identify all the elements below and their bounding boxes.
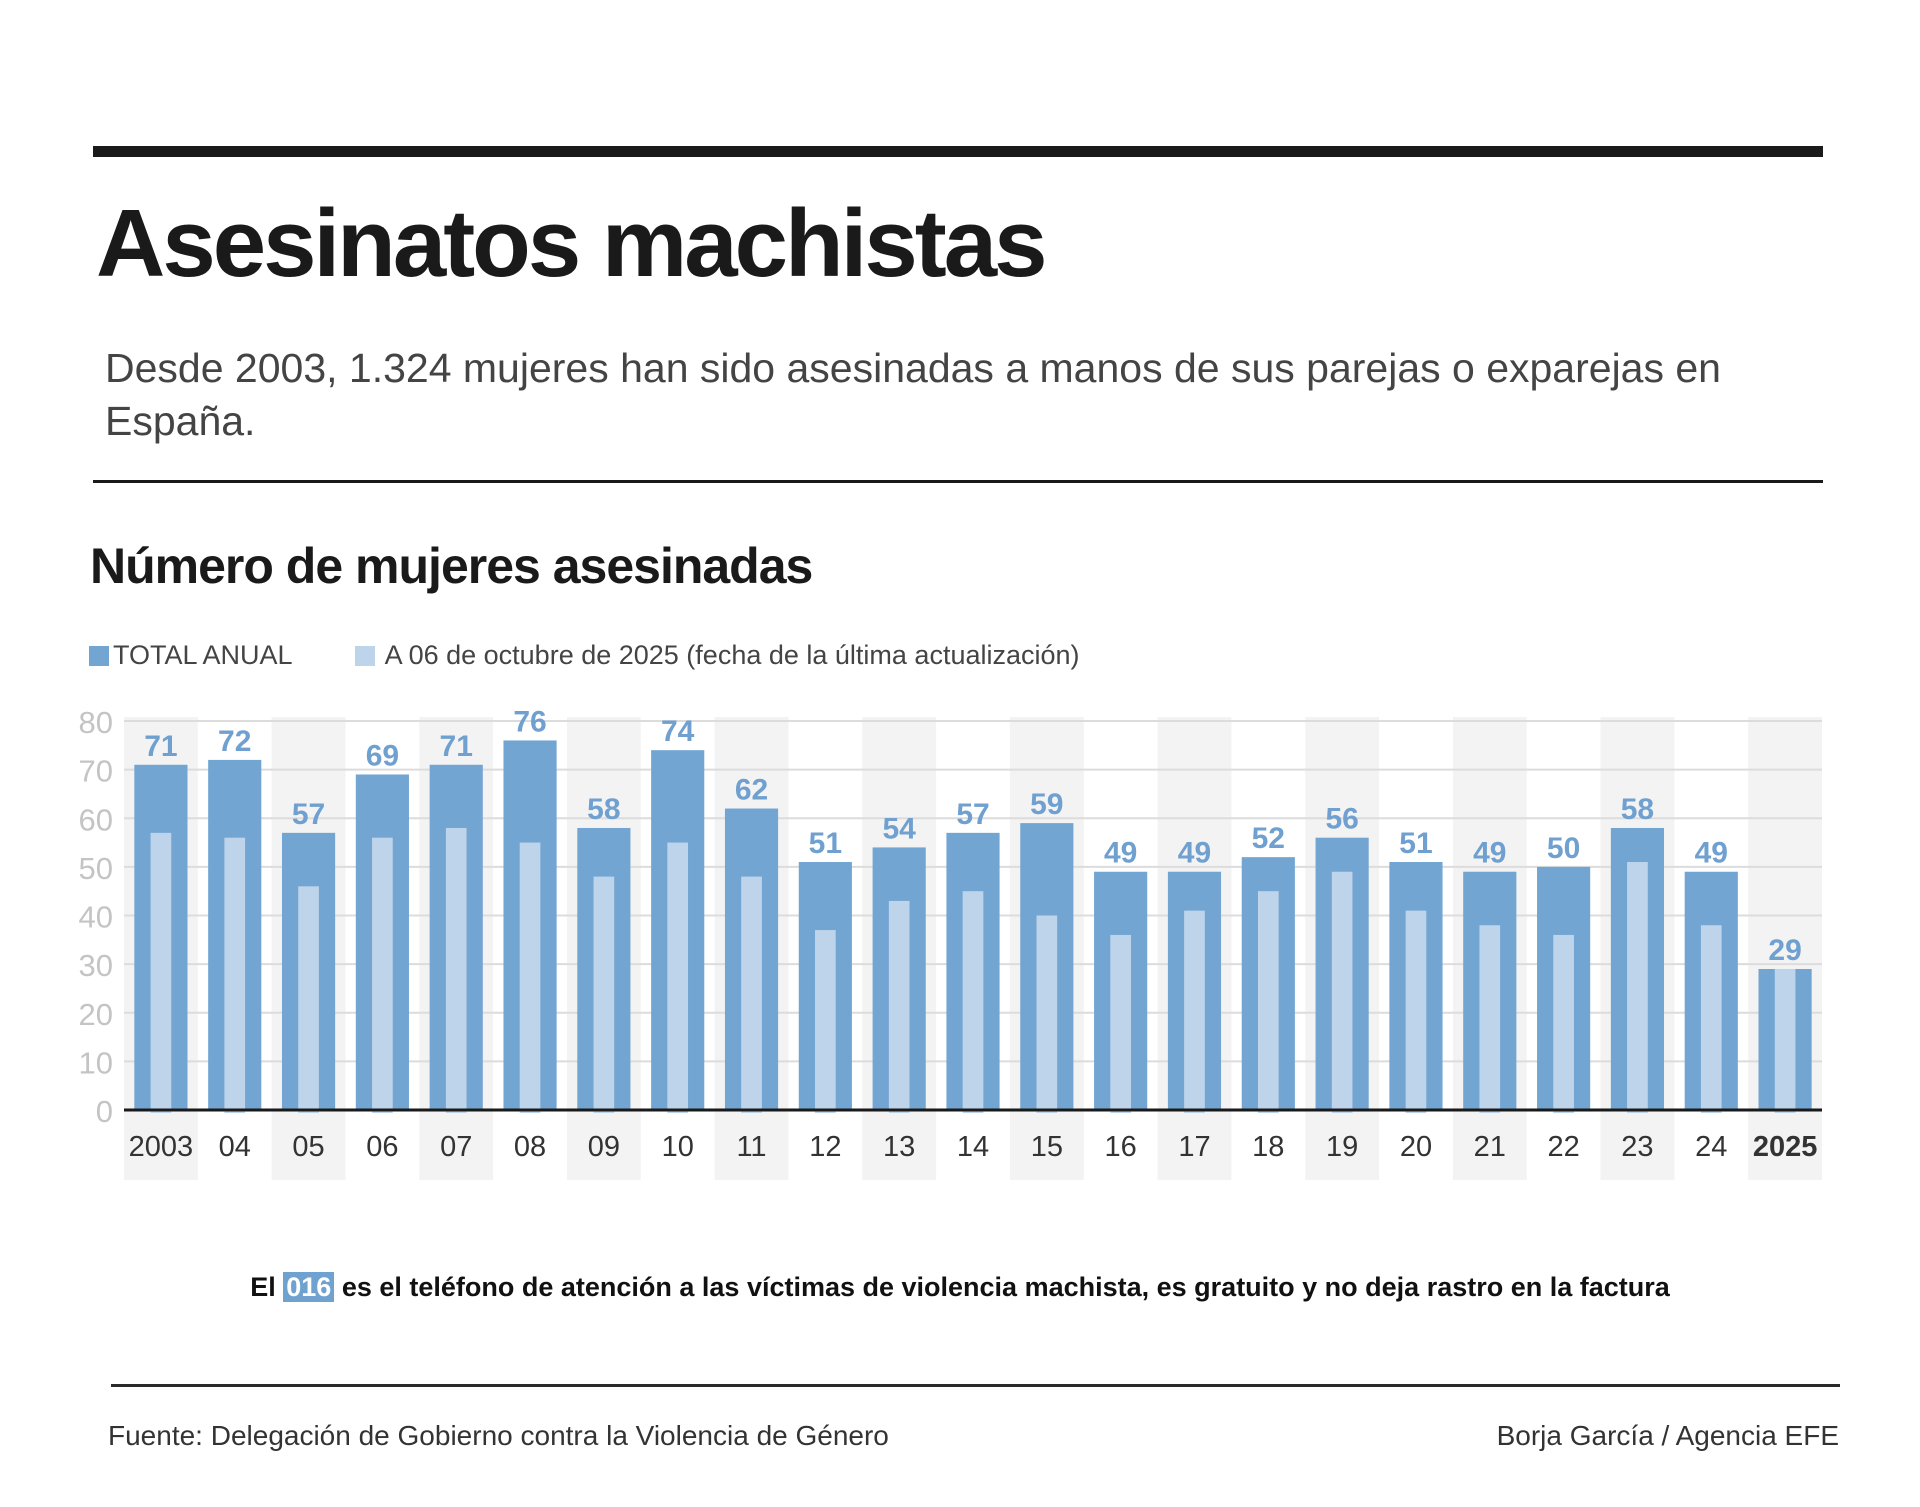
x-tick-label: 16 xyxy=(1105,1131,1137,1163)
x-tick-label: 07 xyxy=(440,1131,472,1163)
x-tick-label: 22 xyxy=(1547,1131,1579,1163)
bar-partial xyxy=(1700,925,1722,1113)
bar-value-label: 57 xyxy=(292,798,325,831)
legend-swatch-total xyxy=(89,645,109,666)
bar-value-label: 54 xyxy=(882,812,916,845)
note-text: es el teléfono de atención a las víctima… xyxy=(341,1272,1670,1302)
legend-item-total: TOTAL ANUAL xyxy=(89,640,293,671)
legend-label-total: TOTAL ANUAL xyxy=(113,640,293,670)
bar-partial xyxy=(298,886,319,1113)
bar-partial xyxy=(888,900,910,1113)
bar-partial xyxy=(372,837,393,1113)
y-tick-label: 0 xyxy=(96,1094,113,1129)
x-tick-label: 05 xyxy=(292,1131,324,1163)
bar-value-label: 52 xyxy=(1252,822,1285,855)
bar-partial xyxy=(962,891,984,1113)
bar-value-label: 49 xyxy=(1178,837,1211,870)
page-subtitle: Desde 2003, 1.324 mujeres han sido asesi… xyxy=(105,345,1721,444)
bar-value-label: 49 xyxy=(1695,837,1728,870)
x-tick-label: 21 xyxy=(1474,1131,1506,1163)
bar-partial xyxy=(1479,925,1501,1113)
bar-partial xyxy=(1405,910,1427,1113)
bar-value-label: 49 xyxy=(1104,837,1137,870)
chart-title: Número de mujeres asesinadas xyxy=(90,538,813,594)
bar-value-label: 74 xyxy=(661,715,695,748)
footer-divider xyxy=(111,1384,1840,1387)
x-tick-label: 10 xyxy=(662,1131,694,1163)
chart-legend: TOTAL ANUAL A 06 de octubre de 2025 (fec… xyxy=(89,640,1142,671)
bar-partial xyxy=(741,876,762,1113)
bar-partial xyxy=(224,837,246,1113)
x-tick-label: 09 xyxy=(588,1131,620,1163)
bar-value-label: 29 xyxy=(1768,934,1801,967)
bar-partial xyxy=(1036,915,1058,1113)
x-tick-label: 20 xyxy=(1400,1131,1432,1163)
bar-value-label: 71 xyxy=(440,730,473,763)
y-tick-label: 80 xyxy=(79,705,113,740)
helpline-number: 016 xyxy=(283,1272,335,1302)
bar-value-label: 58 xyxy=(587,793,620,826)
bar-value-label: 50 xyxy=(1547,832,1580,865)
legend-item-partial: A 06 de octubre de 2025 (fecha de la últ… xyxy=(354,640,1080,671)
author-credit: Borja García / Agencia EFE xyxy=(1496,1420,1839,1451)
bar-value-label: 51 xyxy=(1399,827,1432,860)
x-tick-label: 12 xyxy=(809,1131,841,1163)
bar-partial xyxy=(667,842,689,1113)
x-tick-label: 18 xyxy=(1252,1131,1284,1163)
bar-partial xyxy=(1110,934,1131,1113)
section-divider xyxy=(93,480,1823,483)
y-tick-label: 10 xyxy=(79,1045,113,1080)
x-tick-label: 23 xyxy=(1621,1131,1653,1163)
bar-partial xyxy=(519,842,541,1113)
bar-value-label: 71 xyxy=(144,730,177,763)
x-tick-label: 2003 xyxy=(129,1131,194,1163)
source-credit: Fuente: Delegación de Gobierno contra la… xyxy=(108,1420,889,1451)
y-tick-label: 50 xyxy=(79,851,113,886)
x-tick-label: 13 xyxy=(883,1131,915,1163)
legend-label-partial: A 06 de octubre de 2025 (fecha de la últ… xyxy=(384,640,1080,670)
bar-value-label: 72 xyxy=(218,725,251,758)
x-tick-label: 11 xyxy=(736,1131,766,1163)
bar-value-label: 49 xyxy=(1473,837,1506,870)
y-tick-label: 40 xyxy=(79,900,113,935)
legend-swatch-partial xyxy=(354,645,375,666)
page-title: Asesinatos machistas xyxy=(96,190,1047,297)
x-tick-label: 06 xyxy=(366,1131,398,1163)
y-tick-label: 30 xyxy=(79,948,113,983)
x-tick-label: 15 xyxy=(1031,1131,1063,1163)
bar-value-label: 59 xyxy=(1030,788,1063,821)
bar-value-label: 51 xyxy=(809,827,842,860)
x-tick-label: 14 xyxy=(957,1131,989,1163)
x-tick-label: 2025 xyxy=(1753,1131,1818,1163)
y-tick-label: 60 xyxy=(79,802,113,837)
bar-partial xyxy=(1553,934,1574,1113)
helpline-note: El 016 es el teléfono de atención a las … xyxy=(0,1272,1920,1303)
x-tick-label: 17 xyxy=(1178,1131,1210,1163)
bar-value-label: 57 xyxy=(956,798,989,831)
x-tick-label: 24 xyxy=(1695,1131,1727,1163)
bar-partial xyxy=(1257,891,1279,1113)
top-rule xyxy=(93,146,1823,157)
bar-value-label: 58 xyxy=(1621,793,1654,826)
bar-value-label: 69 xyxy=(366,739,399,772)
bar-chart: 0 10 20 30 40 50 60 70 80 71 72 57 69 71 76 58 74 62 51 54… xyxy=(79,705,1822,1180)
bar-value-label: 62 xyxy=(735,774,768,807)
note-prefix: El xyxy=(250,1272,276,1302)
y-tick-label: 20 xyxy=(79,997,113,1032)
bar-partial xyxy=(1627,862,1648,1113)
x-tick-label: 19 xyxy=(1326,1131,1358,1163)
bar-value-label: 76 xyxy=(513,705,546,738)
bar-partial xyxy=(445,827,467,1113)
bar-partial xyxy=(1184,910,1205,1113)
bar-value-label: 56 xyxy=(1325,803,1358,836)
bar-partial xyxy=(150,832,172,1113)
x-tick-label: 08 xyxy=(514,1131,546,1163)
bar-partial xyxy=(1774,968,1796,1113)
bar-partial xyxy=(815,930,836,1113)
y-tick-label: 70 xyxy=(79,754,113,789)
bar-partial xyxy=(593,876,615,1113)
x-tick-label: 04 xyxy=(219,1131,251,1163)
bar-partial xyxy=(1331,871,1353,1113)
